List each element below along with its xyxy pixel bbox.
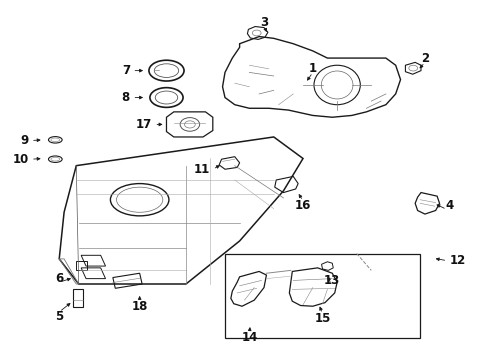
Text: 3: 3 (260, 16, 267, 29)
Text: 18: 18 (131, 300, 147, 313)
Text: 13: 13 (324, 274, 340, 287)
Text: 14: 14 (241, 331, 257, 344)
Text: 8: 8 (122, 91, 130, 104)
Text: 4: 4 (444, 199, 452, 212)
Text: 1: 1 (308, 62, 316, 75)
Text: 15: 15 (314, 311, 330, 325)
Text: 2: 2 (420, 51, 428, 64)
Text: 6: 6 (55, 272, 63, 285)
Text: 11: 11 (194, 163, 210, 176)
Text: 7: 7 (122, 64, 130, 77)
Text: 16: 16 (294, 199, 310, 212)
Text: 10: 10 (13, 153, 29, 166)
Text: 9: 9 (20, 134, 29, 147)
Text: 12: 12 (448, 254, 465, 267)
Bar (224, 253, 419, 338)
Text: 17: 17 (135, 118, 152, 131)
Text: 5: 5 (55, 310, 63, 323)
